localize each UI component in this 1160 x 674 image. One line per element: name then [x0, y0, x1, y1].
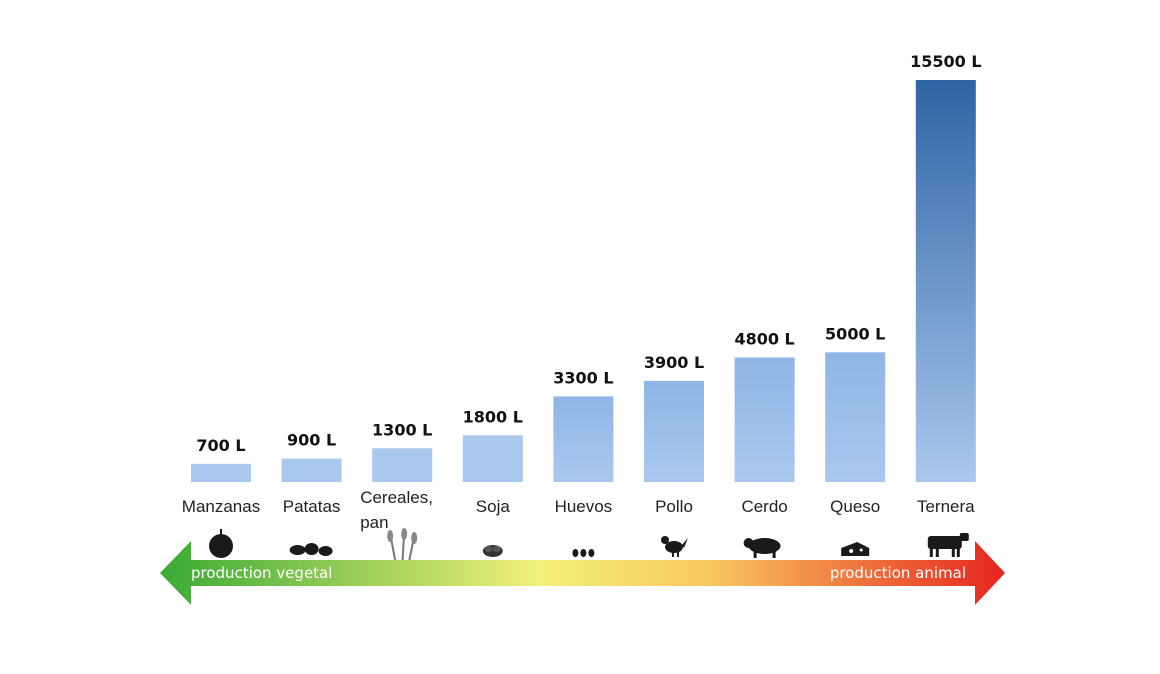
bar-5 [644, 380, 704, 482]
bar-0 [191, 463, 251, 482]
category-label-2: Cereales, pan [360, 488, 433, 532]
arrow-label-vegetal: production vegetal [191, 564, 332, 582]
category-label-6: Cerdo [741, 497, 787, 516]
value-labels-group: 700 L 900 L 1300 L 1800 L 3300 L 3900 L 4800 L… [196, 52, 981, 455]
chicken-icon [661, 536, 688, 557]
arrow-label-animal: production animal [830, 564, 966, 582]
bar-4 [553, 396, 614, 482]
value-label-2: 1300 L [372, 420, 432, 439]
category-label-5: Pollo [655, 497, 693, 516]
potatoes-icon [289, 543, 333, 556]
category-label-4: Huevos [555, 497, 613, 516]
value-label-3: 1800 L [463, 407, 523, 426]
value-label-8: 15500 L [910, 52, 981, 71]
eggs-icon [572, 549, 595, 557]
category-label-7: Queso [830, 497, 880, 516]
soybeans-icon [482, 545, 503, 557]
category-label-3: Soja [476, 497, 511, 516]
gradient-arrow [160, 541, 1005, 605]
category-label-8: Ternera [917, 497, 975, 516]
bar-8 [915, 80, 976, 482]
value-label-1: 900 L [287, 431, 336, 450]
category-label-1: Patatas [283, 497, 341, 516]
cow-icon [927, 533, 969, 557]
icons-group [209, 528, 969, 567]
bar-3 [462, 435, 523, 482]
value-label-5: 3900 L [644, 353, 704, 372]
bar-6 [734, 357, 795, 482]
bar-2 [372, 448, 433, 482]
category-label-0: Manzanas [182, 497, 260, 516]
bar-7 [825, 352, 886, 482]
pig-icon [743, 538, 781, 558]
apple-icon [209, 529, 233, 558]
bar-1 [281, 458, 342, 482]
value-label-0: 700 L [196, 436, 245, 455]
value-label-4: 3300 L [553, 368, 613, 387]
cheese-icon [841, 542, 870, 556]
production-arrow: production vegetal production animal [160, 541, 1005, 605]
value-label-6: 4800 L [734, 330, 794, 349]
value-label-7: 5000 L [825, 324, 885, 343]
bars-group [191, 80, 976, 482]
category-labels-group: Manzanas Patatas Cereales, pan Soja Huevos Pol… [182, 488, 975, 532]
